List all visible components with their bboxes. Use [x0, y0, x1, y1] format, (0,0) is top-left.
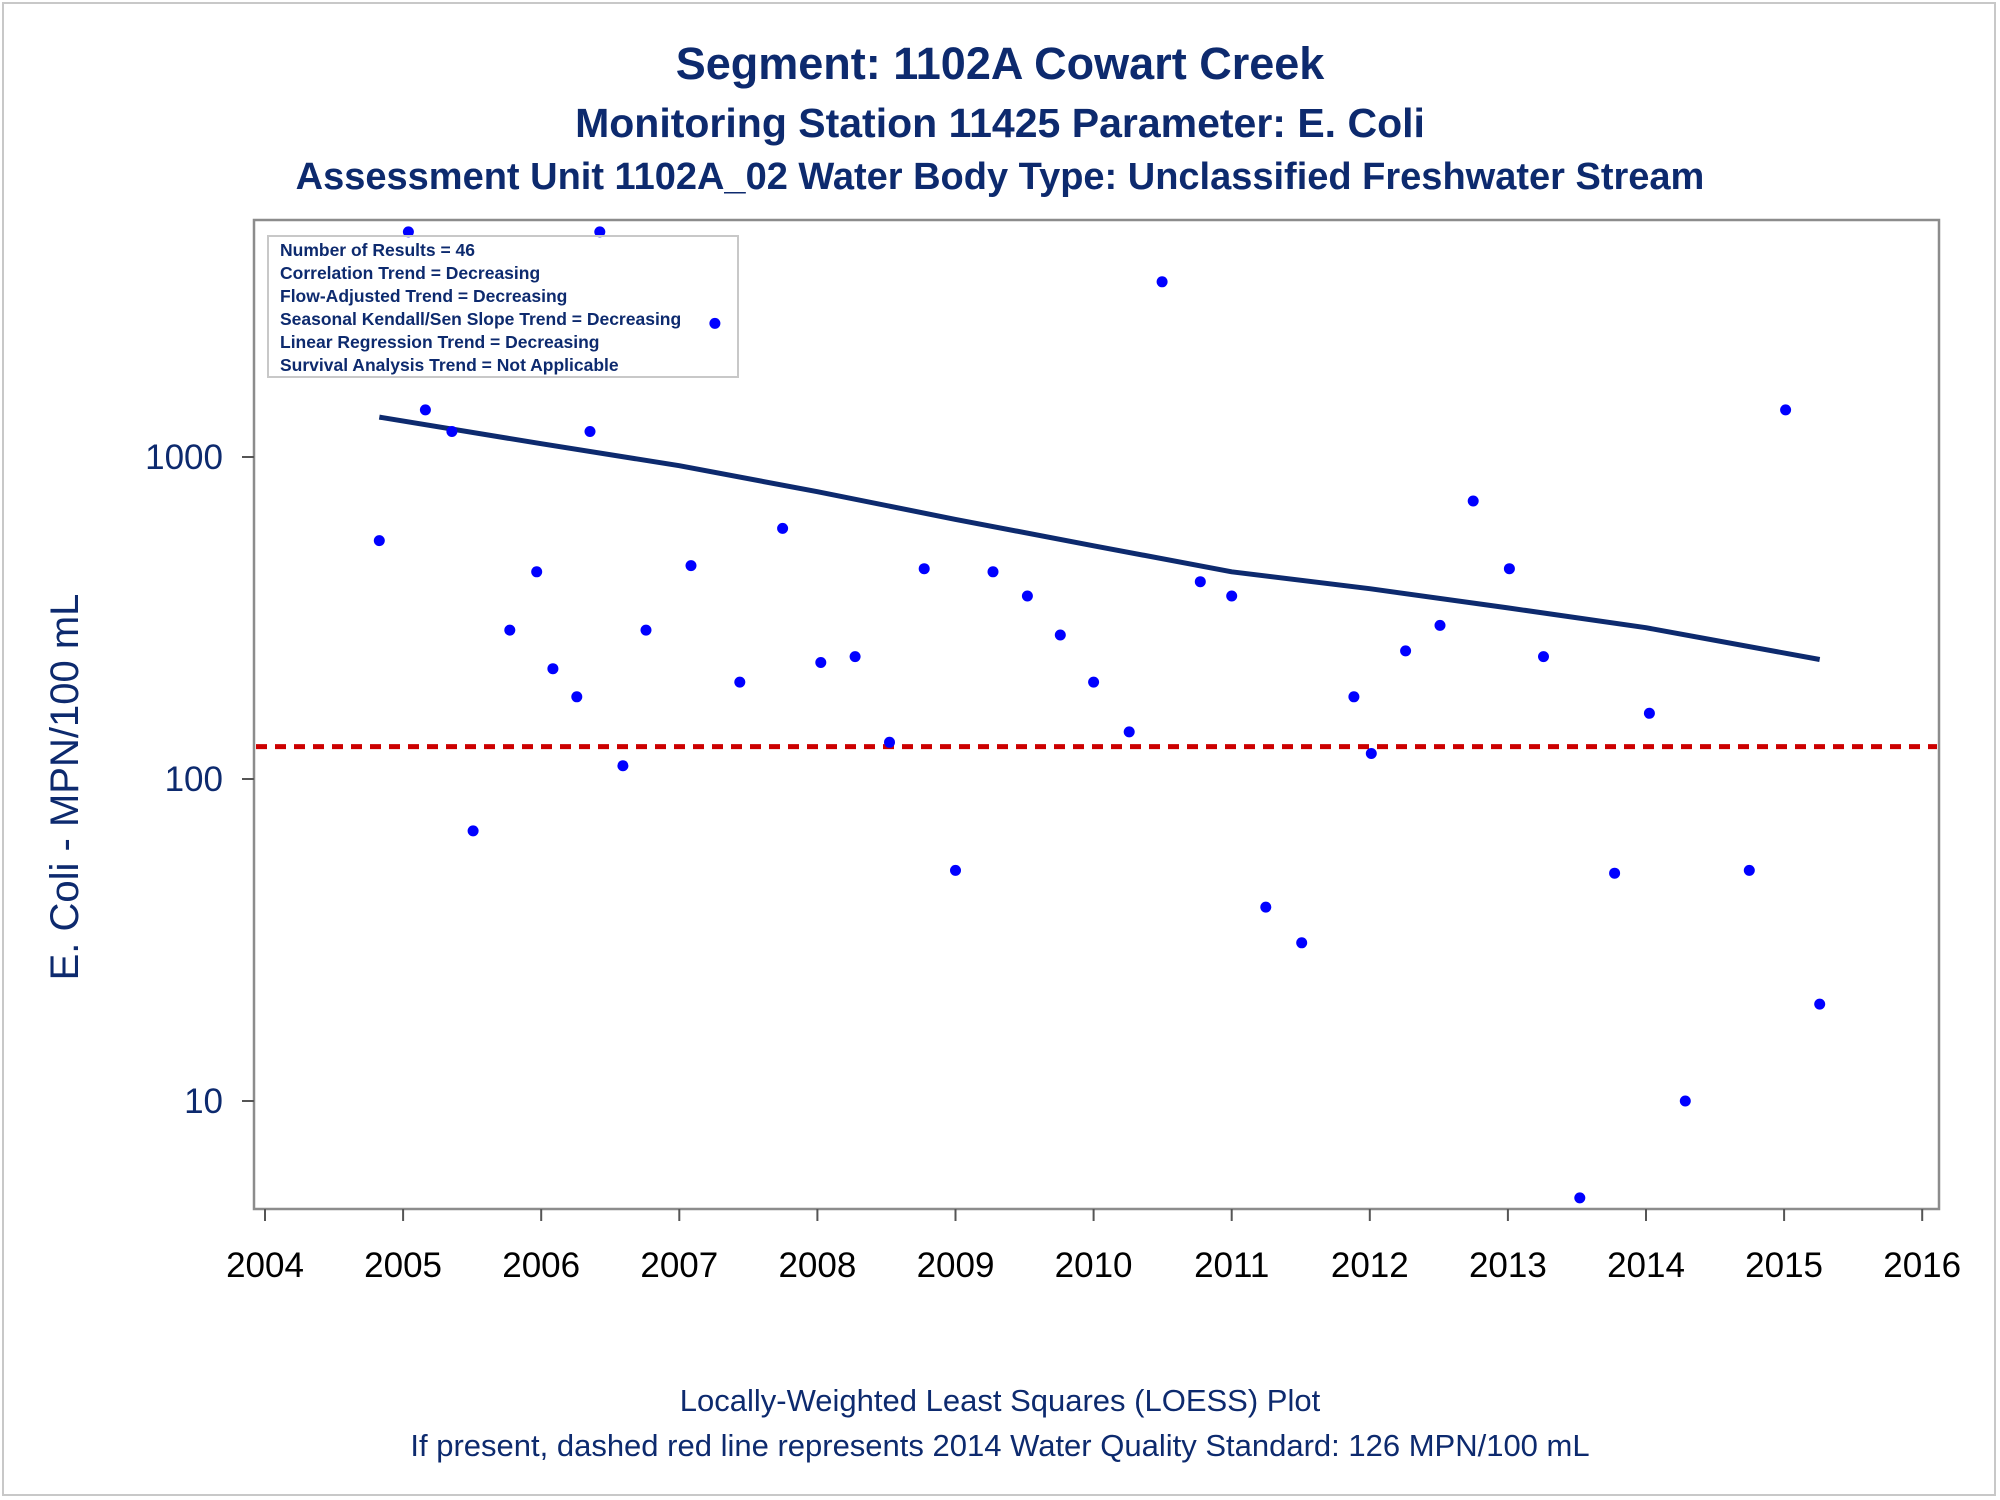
data-point	[594, 226, 606, 238]
x-tick-label: 2005	[364, 1246, 442, 1285]
x-tick-label: 2014	[1607, 1246, 1685, 1285]
x-tick-label: 2013	[1469, 1246, 1547, 1285]
data-point	[849, 651, 861, 663]
data-point	[777, 522, 789, 534]
data-point	[884, 736, 895, 748]
chart-subtitle: Monitoring Station 11425 Parameter: E. C…	[575, 100, 1425, 146]
data-point	[640, 624, 652, 636]
data-point	[950, 864, 961, 876]
footer-note: Locally-Weighted Least Squares (LOESS) P…	[679, 1383, 1321, 1418]
legend-entry: Survival Analysis Trend = Not Applicable	[280, 355, 619, 375]
legend: Number of Results = 46 Correlation Trend …	[267, 235, 739, 378]
y-tick-label: 1000	[145, 438, 223, 477]
data-point	[419, 404, 431, 416]
x-tick-label: 2006	[502, 1246, 580, 1285]
legend-box	[267, 235, 739, 378]
loess-trend-line	[378, 414, 1821, 662]
data-point	[547, 663, 559, 675]
data-point	[1156, 276, 1168, 288]
data-point	[1021, 590, 1033, 602]
x-tick-label: 2016	[1883, 1246, 1961, 1285]
data-point	[1574, 1192, 1586, 1204]
data-point	[402, 226, 414, 238]
data-point	[1780, 404, 1792, 416]
data-point	[1643, 707, 1655, 719]
x-tick-label: 2007	[640, 1246, 718, 1285]
data-point	[617, 760, 629, 772]
y-tick-label: 100	[165, 760, 223, 799]
data-point	[1054, 629, 1066, 641]
x-tick-label: 2009	[917, 1246, 995, 1285]
data-point	[1538, 651, 1549, 663]
data-point	[815, 657, 827, 668]
data-point	[918, 563, 930, 575]
data-point	[1400, 645, 1412, 657]
data-point	[1088, 676, 1100, 688]
x-tick-label: 2015	[1745, 1246, 1823, 1285]
x-tick-label: 2012	[1331, 1246, 1409, 1285]
data-point	[1467, 495, 1479, 507]
data-point	[571, 691, 583, 703]
x-tick-label: 2010	[1055, 1246, 1133, 1285]
data-point	[1434, 619, 1446, 631]
data-point	[584, 426, 596, 437]
legend-entry: Linear Regression Trend = Decreasing	[280, 332, 600, 352]
plot-area-frame	[252, 218, 1941, 1211]
y-tick-label: 10	[184, 1082, 223, 1121]
data-point	[1679, 1095, 1691, 1107]
data-point	[504, 624, 516, 636]
footer-note-2: If present, dashed red line represents 2…	[410, 1428, 1590, 1463]
data-point	[467, 825, 479, 837]
legend-entry: Flow-Adjusted Trend = Decreasing	[280, 286, 567, 306]
data-point	[1194, 576, 1206, 588]
chart-subtitle-2: Assessment Unit 1102A_02 Water Body Type…	[295, 156, 1705, 198]
data-point	[1123, 726, 1135, 738]
data-point	[685, 560, 697, 572]
data-point	[1296, 937, 1308, 949]
data-point	[1365, 748, 1377, 759]
x-tick-label: 2004	[226, 1246, 304, 1285]
data-point	[1609, 867, 1621, 879]
data-point	[1814, 998, 1826, 1010]
data-point	[1260, 901, 1272, 913]
y-axis-label: E. Coli - MPN/100 mL	[43, 594, 87, 981]
data-point	[1743, 864, 1755, 876]
data-point	[1348, 691, 1360, 703]
legend-entry: Seasonal Kendall/Sen Slope Trend = Decre…	[280, 309, 681, 329]
data-point	[987, 566, 999, 578]
x-tick-label: 2008	[778, 1246, 856, 1285]
data-point	[709, 317, 721, 329]
data-point	[446, 426, 458, 437]
data-point	[531, 566, 543, 578]
data-point	[373, 535, 385, 547]
legend-entry: Number of Results = 46	[280, 240, 475, 260]
data-point	[734, 676, 746, 688]
data-point	[1503, 563, 1515, 575]
chart-title: Segment: 1102A Cowart Creek	[675, 38, 1325, 89]
x-tick-label: 2011	[1194, 1246, 1269, 1285]
data-point	[1226, 590, 1238, 602]
legend-entry: Correlation Trend = Decreasing	[280, 263, 540, 283]
